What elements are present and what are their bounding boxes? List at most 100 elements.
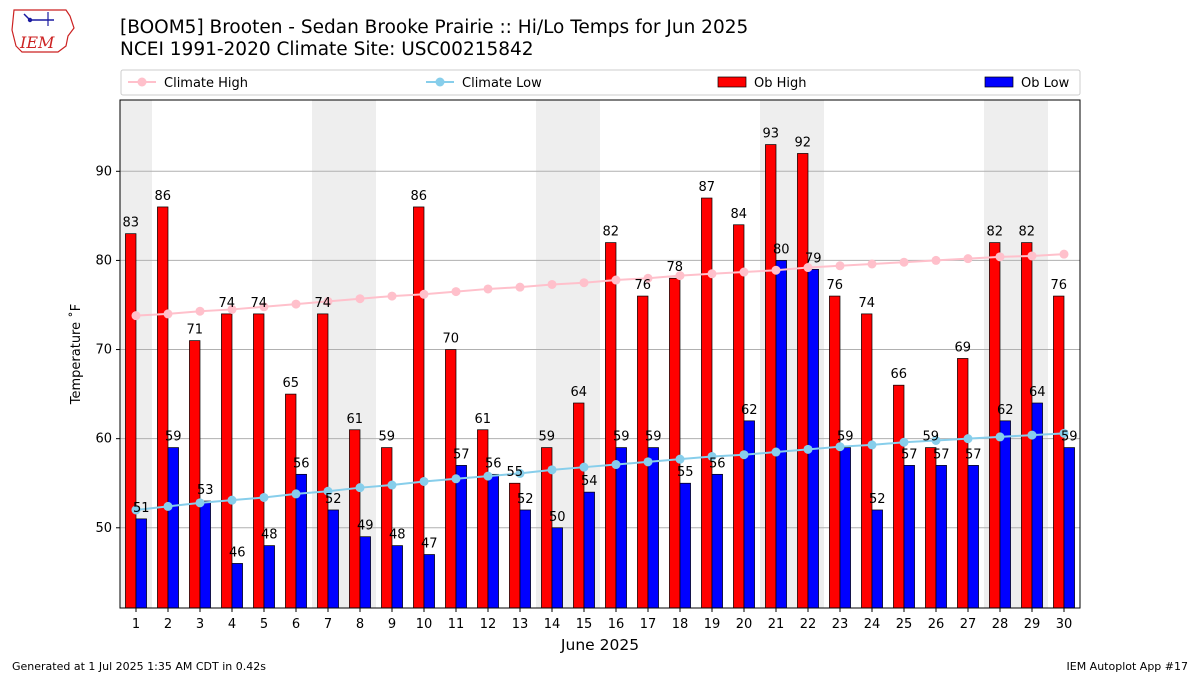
legend-label-climate-low: Climate Low — [462, 76, 542, 91]
bar-ob-low-13 — [519, 509, 531, 609]
label-ob-high-12: 61 — [474, 412, 491, 427]
bar-ob-low-19 — [711, 473, 723, 609]
xtick-label-9: 9 — [388, 617, 396, 632]
xtick-label-23: 23 — [832, 617, 849, 632]
label-ob-low-21: 80 — [773, 242, 790, 257]
label-ob-low-3: 53 — [197, 483, 214, 498]
label-ob-high-9: 59 — [378, 430, 395, 445]
legend-label-ob-high: Ob High — [754, 76, 807, 91]
bar-ob-high-24 — [861, 313, 873, 609]
bar-ob-low-18 — [679, 482, 691, 609]
label-ob-high-6: 65 — [282, 376, 299, 391]
xtick-label-2: 2 — [164, 617, 172, 632]
ytick-label-60: 60 — [95, 432, 112, 447]
label-ob-low-2: 59 — [165, 430, 182, 445]
xtick-label-8: 8 — [356, 617, 364, 632]
line-climate-low — [135, 432, 1065, 511]
point-climate-high-6 — [291, 299, 301, 309]
xtick-label-27: 27 — [960, 617, 977, 632]
bar-ob-low-26 — [935, 465, 947, 609]
point-climate-high-19 — [707, 269, 717, 279]
point-climate-high-21 — [771, 265, 781, 275]
label-ob-low-25: 57 — [901, 447, 918, 462]
bar-ob-high-21 — [765, 144, 777, 609]
xtick-label-7: 7 — [324, 617, 332, 632]
label-ob-high-11: 70 — [442, 332, 459, 347]
point-climate-high-22 — [803, 263, 813, 273]
point-climate-low-11 — [451, 474, 461, 484]
point-climate-low-8 — [355, 483, 365, 493]
bar-ob-low-16 — [615, 447, 627, 609]
point-climate-high-24 — [867, 259, 877, 269]
bar-ob-low-11 — [455, 465, 467, 609]
bar-ob-high-28 — [989, 242, 1001, 609]
label-ob-high-10: 86 — [410, 189, 427, 204]
label-ob-low-29: 64 — [1029, 385, 1046, 400]
bar-ob-low-5 — [263, 545, 275, 609]
xtick-label-4: 4 — [228, 617, 236, 632]
label-ob-low-6: 56 — [293, 456, 310, 471]
bar-ob-high-17 — [637, 295, 649, 609]
bar-ob-low-4 — [231, 563, 243, 609]
label-ob-low-16: 59 — [613, 430, 630, 445]
xtick-label-25: 25 — [896, 617, 913, 632]
point-climate-low-17 — [643, 457, 653, 467]
bar-ob-low-24 — [871, 509, 883, 609]
point-climate-high-5 — [259, 302, 269, 312]
bar-ob-low-10 — [423, 554, 435, 609]
point-climate-low-5 — [259, 492, 269, 502]
point-climate-high-1 — [131, 311, 141, 321]
label-ob-low-15: 54 — [581, 474, 598, 489]
label-ob-low-7: 52 — [325, 492, 342, 507]
point-climate-low-28 — [995, 432, 1005, 442]
label-ob-high-28: 82 — [986, 225, 1003, 240]
label-ob-high-4: 74 — [218, 296, 235, 311]
point-climate-low-19 — [707, 451, 717, 461]
bar-ob-high-1 — [125, 233, 137, 609]
bar-ob-low-21 — [775, 260, 787, 609]
label-ob-high-27: 69 — [954, 340, 971, 355]
label-ob-low-13: 52 — [517, 492, 534, 507]
point-climate-low-20 — [739, 450, 749, 460]
xtick-label-29: 29 — [1024, 617, 1041, 632]
point-climate-high-28 — [995, 252, 1005, 262]
label-ob-high-5: 74 — [250, 296, 267, 311]
y-axis-title: Temperature ˚F — [68, 304, 84, 405]
label-ob-high-23: 76 — [826, 278, 843, 293]
label-ob-low-24: 52 — [869, 492, 886, 507]
legend-frame — [120, 69, 1081, 96]
point-climate-high-8 — [355, 294, 365, 304]
label-ob-low-12: 56 — [485, 456, 502, 471]
label-ob-high-15: 64 — [570, 385, 587, 400]
label-ob-high-3: 71 — [186, 323, 203, 338]
point-climate-low-25 — [899, 437, 909, 447]
bar-ob-high-3 — [189, 340, 201, 609]
label-ob-low-10: 47 — [421, 537, 438, 552]
xtick-label-13: 13 — [512, 617, 529, 632]
label-ob-low-11: 57 — [453, 447, 470, 462]
bar-ob-low-7 — [327, 509, 339, 609]
bar-ob-low-1 — [135, 518, 147, 609]
point-climate-low-7 — [323, 486, 333, 496]
label-ob-low-19: 56 — [709, 456, 726, 471]
label-ob-high-20: 84 — [730, 207, 747, 222]
label-ob-low-4: 46 — [229, 545, 246, 560]
bar-ob-low-22 — [807, 268, 819, 609]
xtick-label-12: 12 — [480, 617, 497, 632]
point-climate-high-25 — [899, 257, 909, 267]
point-climate-low-4 — [227, 495, 237, 505]
bar-ob-low-3 — [199, 500, 211, 609]
logo-text: IEM — [19, 33, 55, 52]
bar-ob-low-23 — [839, 447, 851, 609]
label-ob-high-7: 74 — [314, 296, 331, 311]
bar-ob-low-12 — [487, 473, 499, 609]
point-climate-high-17 — [643, 273, 653, 283]
legend-label-ob-low: Ob Low — [1021, 76, 1070, 91]
legend-swatch-ob-low — [984, 76, 1014, 88]
bar-ob-high-7 — [317, 313, 329, 609]
point-climate-high-2 — [163, 309, 173, 319]
label-ob-high-24: 74 — [858, 296, 875, 311]
point-climate-low-30 — [1059, 428, 1069, 438]
plot-area: 5060708090835186597153744674486556745261… — [68, 99, 1081, 654]
label-ob-high-1: 83 — [122, 216, 139, 231]
